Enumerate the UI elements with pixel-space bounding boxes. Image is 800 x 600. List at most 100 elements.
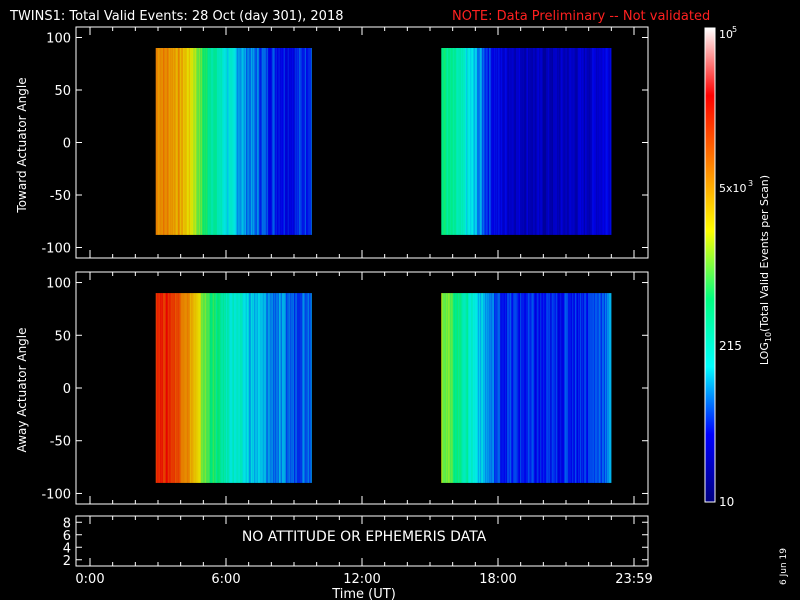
heatmap-column	[559, 48, 561, 235]
heatmap-column	[205, 48, 207, 235]
heatmap-column	[492, 48, 494, 235]
heatmap-column	[513, 48, 515, 235]
heatmap-column	[171, 48, 173, 235]
heatmap-column	[594, 293, 596, 483]
heatmap-column	[579, 293, 581, 483]
heatmap-column	[448, 293, 450, 483]
heatmap-column	[306, 293, 308, 483]
heatmap-column	[541, 293, 543, 483]
heatmap-column	[224, 293, 226, 483]
heatmap-column	[156, 48, 158, 235]
heatmap-column	[471, 293, 473, 483]
heatmap-column	[236, 48, 238, 235]
heatmap-column	[287, 293, 289, 483]
heatmap-column	[533, 293, 535, 483]
heatmap-column	[187, 293, 189, 483]
heatmap-column	[514, 48, 516, 235]
heatmap-column	[519, 293, 521, 483]
heatmap-column	[542, 293, 544, 483]
heatmap-column	[476, 293, 478, 483]
heatmap-column	[171, 293, 173, 483]
heatmap-column	[573, 293, 575, 483]
heatmap-column	[174, 293, 176, 483]
heatmap-column	[292, 48, 294, 235]
heatmap-column	[549, 293, 551, 483]
heatmap-column	[229, 293, 231, 483]
heatmap-column	[453, 48, 455, 235]
svg-text:3: 3	[748, 179, 753, 188]
heatmap-column	[462, 293, 464, 483]
heatmap-column	[303, 293, 305, 483]
heatmap-column	[608, 293, 610, 483]
heatmap-column	[576, 293, 578, 483]
heatmap-column	[495, 293, 497, 483]
heatmap-column	[494, 48, 496, 235]
heatmap-column	[486, 293, 488, 483]
heatmap-column	[456, 48, 458, 235]
colorbar-tick-1e5: 10 5	[719, 25, 737, 41]
heatmap-column	[552, 48, 554, 235]
heatmap-column	[300, 48, 302, 235]
heatmap-column	[295, 293, 297, 483]
heatmap-column	[536, 48, 538, 235]
heatmap-column	[284, 293, 286, 483]
heatmap-column	[527, 293, 529, 483]
heatmap-column	[290, 48, 292, 235]
colorbar-bar	[704, 27, 716, 503]
heatmap-column	[514, 293, 516, 483]
heatmap-column	[608, 48, 610, 235]
heatmap-column	[459, 293, 461, 483]
heatmap-column	[574, 48, 576, 235]
heatmap-column	[212, 48, 214, 235]
heatmap-column	[298, 293, 300, 483]
heatmap-column	[446, 293, 448, 483]
heatmap-column	[551, 293, 553, 483]
heatmap-column	[214, 48, 216, 235]
heatmap-column	[156, 293, 158, 483]
heatmap-column	[450, 293, 452, 483]
heatmap-column	[248, 48, 250, 235]
heatmap-column	[455, 48, 457, 235]
heatmap-column	[175, 293, 177, 483]
heatmap-column	[530, 48, 532, 235]
heatmap-column	[547, 293, 549, 483]
heatmap-column	[566, 48, 568, 235]
heatmap-column	[567, 48, 569, 235]
heatmap-column	[449, 48, 451, 235]
heatmap-column	[524, 48, 526, 235]
heatmap-column	[503, 293, 505, 483]
heatmap-column	[481, 48, 483, 235]
heatmap-column	[610, 293, 612, 483]
heatmap-column	[251, 48, 253, 235]
heatmap-column	[585, 48, 587, 235]
away-angle-panel: -100 -50 0 50 100	[41, 271, 649, 505]
heatmap-column	[294, 48, 296, 235]
heatmap-column	[553, 48, 555, 235]
heatmap-column	[228, 48, 230, 235]
heatmap-column	[280, 48, 282, 235]
heatmap-column	[251, 293, 253, 483]
heatmap-column	[571, 293, 573, 483]
heatmap-column	[166, 48, 168, 235]
heatmap-column	[214, 293, 216, 483]
heatmap-column	[451, 48, 453, 235]
heatmap-column	[184, 293, 186, 483]
heatmap-column	[567, 293, 569, 483]
heatmap-column	[570, 293, 572, 483]
heatmap-column	[160, 48, 162, 235]
heatmap-column	[564, 293, 566, 483]
heatmap-column	[241, 48, 243, 235]
heatmap-column	[552, 293, 554, 483]
heatmap-column	[593, 48, 595, 235]
heatmap-column	[219, 293, 221, 483]
heatmap-column	[607, 48, 609, 235]
heatmap-column	[189, 48, 191, 235]
heatmap-column	[167, 48, 169, 235]
heatmap-column	[185, 293, 187, 483]
heatmap-column	[249, 293, 251, 483]
heatmap-column	[293, 293, 295, 483]
heatmap-column	[157, 48, 159, 235]
heatmap-column	[232, 48, 234, 235]
heatmap-column	[237, 48, 239, 235]
heatmap-column	[586, 48, 588, 235]
